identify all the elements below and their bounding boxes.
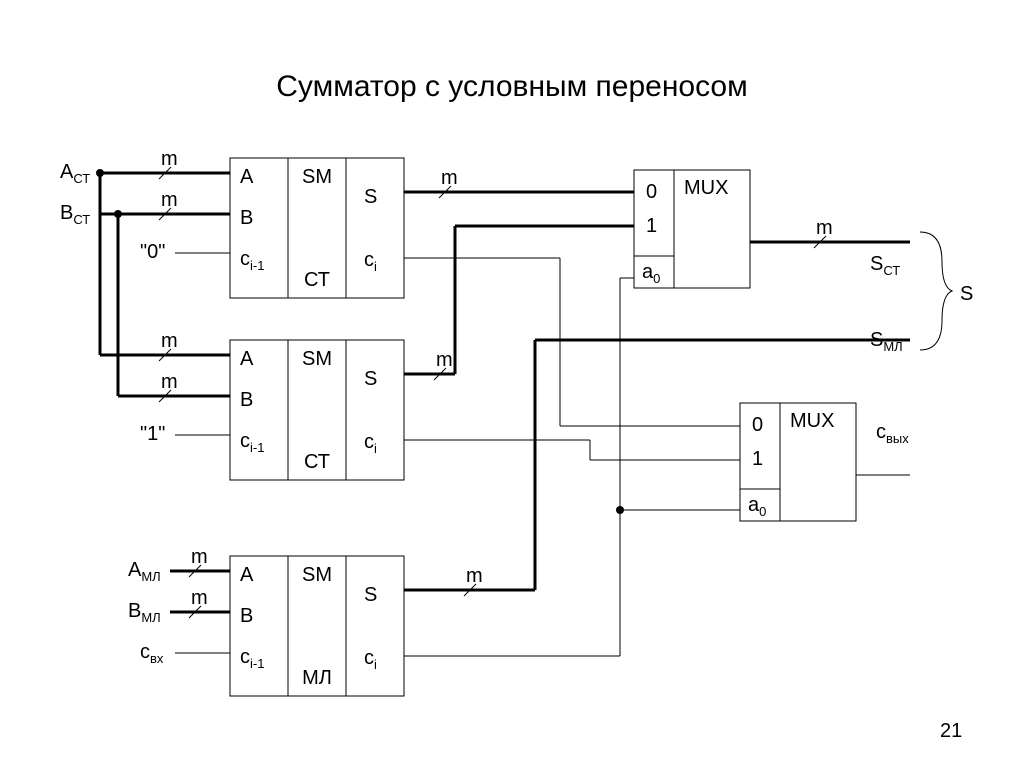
svg-text:BСТ: BСТ [60, 202, 90, 227]
svg-text:A: A [240, 166, 254, 188]
svg-text:S: S [364, 186, 377, 208]
svg-text:cвых: cвых [876, 421, 909, 446]
svg-text:SM: SM [302, 348, 332, 370]
svg-text:SМЛ: SМЛ [870, 329, 903, 354]
svg-text:A: A [240, 564, 254, 586]
svg-text:B: B [240, 207, 253, 229]
svg-text:МЛ: МЛ [302, 667, 332, 689]
svg-text:"1": "1" [140, 423, 165, 445]
diagram-svg: mmmmmmmmmmABci-1SMСТSciABci-1SMСТSciABci… [0, 0, 1024, 767]
svg-text:m: m [161, 371, 178, 393]
svg-text:0: 0 [646, 181, 657, 203]
diagram-canvas: { "title": "Сумматор с условным переносо… [0, 0, 1024, 767]
svg-text:AМЛ: AМЛ [128, 559, 161, 584]
svg-text:AСТ: AСТ [60, 161, 90, 186]
svg-text:SM: SM [302, 166, 332, 188]
svg-text:m: m [161, 189, 178, 211]
svg-text:m: m [191, 587, 208, 609]
svg-text:B: B [240, 389, 253, 411]
svg-text:m: m [466, 565, 483, 587]
svg-text:m: m [436, 349, 453, 371]
svg-text:SM: SM [302, 564, 332, 586]
svg-text:cвх: cвх [140, 641, 164, 666]
svg-text:S: S [364, 584, 377, 606]
svg-text:B: B [240, 605, 253, 627]
svg-text:СТ: СТ [304, 269, 330, 291]
svg-text:1: 1 [752, 448, 763, 470]
svg-text:0: 0 [752, 414, 763, 436]
svg-text:MUX: MUX [790, 410, 834, 432]
svg-text:1: 1 [646, 215, 657, 237]
svg-text:S: S [960, 283, 973, 305]
svg-text:BМЛ: BМЛ [128, 600, 161, 625]
svg-text:m: m [161, 148, 178, 170]
svg-text:m: m [816, 217, 833, 239]
svg-text:MUX: MUX [684, 177, 728, 199]
svg-text:m: m [441, 167, 458, 189]
svg-text:m: m [161, 330, 178, 352]
svg-text:"0": "0" [140, 241, 165, 263]
svg-text:A: A [240, 348, 254, 370]
svg-text:m: m [191, 546, 208, 568]
svg-text:SСТ: SСТ [870, 253, 900, 278]
svg-text:S: S [364, 368, 377, 390]
svg-text:СТ: СТ [304, 451, 330, 473]
